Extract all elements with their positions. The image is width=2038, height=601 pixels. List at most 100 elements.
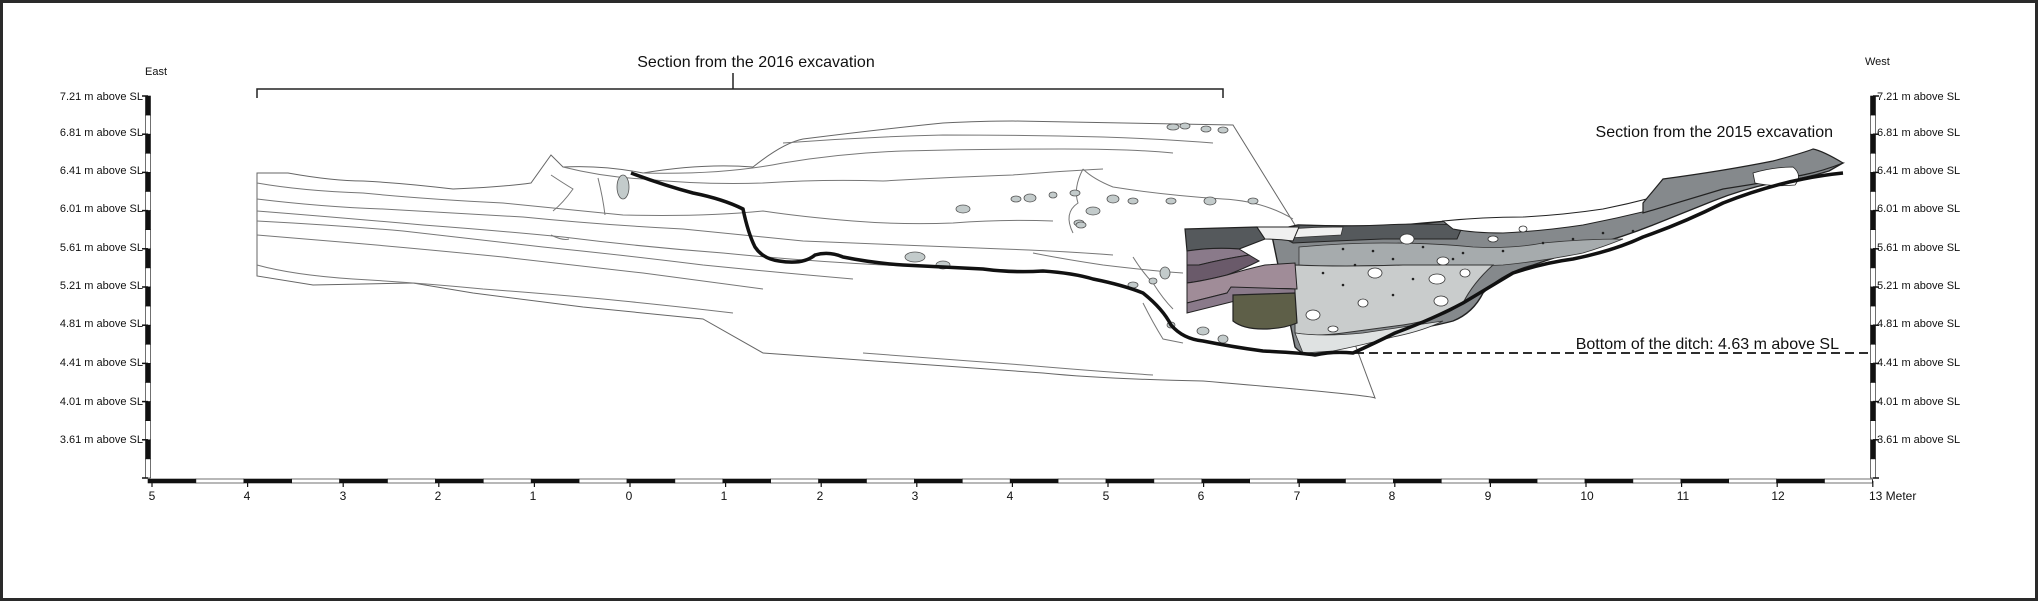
scale-segment <box>674 478 724 484</box>
excavation-section-drawing: East 7.21 m above SL 6.81 m above SL 6.4… <box>60 54 1960 503</box>
elevation-label-right: 7.21 m above SL <box>1877 91 1960 103</box>
scale-segment <box>1488 478 1538 484</box>
scale-segment <box>1870 248 1876 269</box>
scale-segment <box>722 478 771 484</box>
scale-segment <box>866 478 915 484</box>
elevation-label-right: 5.61 m above SL <box>1877 242 1960 254</box>
section-2015-profile <box>1184 148 1845 355</box>
meter-label: 2 <box>817 489 824 503</box>
scale-segment <box>435 478 484 484</box>
scale-segment <box>145 286 151 307</box>
meter-label: 13 Meter <box>1869 489 1916 503</box>
scale-segment <box>1345 478 1394 484</box>
scale-segment <box>1824 478 1873 484</box>
scale-segment <box>1870 191 1876 211</box>
scale-segment <box>1441 478 1490 484</box>
elevation-label-left: 4.01 m above SL <box>60 396 143 408</box>
scale-segment <box>770 478 819 484</box>
meter-label: 10 <box>1580 489 1594 503</box>
meter-scale: 5 4 3 2 1 0 1 2 3 4 5 6 7 8 9 10 11 12 1… <box>147 478 1916 503</box>
scale-segment <box>1536 478 1586 484</box>
meter-label: 0 <box>626 489 633 503</box>
meter-label: 11 <box>1677 489 1690 503</box>
scale-segment <box>1297 478 1346 484</box>
elevation-label-right: 4.41 m above SL <box>1877 357 1960 369</box>
meter-label: 5 <box>149 489 156 503</box>
elevation-label-right: 5.21 m above SL <box>1877 280 1960 292</box>
scale-segment <box>145 458 151 479</box>
elevation-label-left: 3.61 m above SL <box>60 434 143 446</box>
scale-segment <box>1870 95 1876 116</box>
scale-segment <box>387 478 436 484</box>
scale-segment <box>1870 458 1876 479</box>
scale-segment <box>145 95 151 116</box>
scale-segment <box>291 478 340 484</box>
meter-label: 6 <box>1198 489 1205 503</box>
scale-segment <box>145 343 151 364</box>
cut-line-2016 <box>630 171 1844 357</box>
elevation-label-left: 4.41 m above SL <box>60 357 143 369</box>
scale-segment <box>145 363 151 383</box>
meter-label: 1 <box>721 489 728 503</box>
scale-segment <box>145 114 151 135</box>
scale-segment <box>1870 133 1876 154</box>
scale-segment <box>1870 439 1876 460</box>
scale-segment <box>1009 478 1059 484</box>
scale-segment <box>1870 420 1876 441</box>
scale-segment <box>482 478 532 484</box>
scale-segment <box>1870 210 1876 231</box>
elevation-label-left: 6.81 m above SL <box>60 127 143 139</box>
scale-segment <box>339 478 388 484</box>
elevation-label-right: 6.01 m above SL <box>1877 203 1960 215</box>
ditch-bottom-label: Bottom of the ditch: 4.63 m above SL <box>1576 336 1839 353</box>
scale-segment <box>914 478 963 484</box>
elevation-label-right: 6.41 m above SL <box>1877 165 1960 177</box>
meter-label: 3 <box>912 489 919 503</box>
right-elevation-scale: West 7.21 m above SL 6.81 m above SL 6.4… <box>1865 56 1960 479</box>
scale-segment <box>145 133 151 154</box>
scale-segment <box>1870 343 1876 364</box>
scale-segment <box>1870 305 1876 326</box>
scale-segment <box>626 478 676 484</box>
elevation-label-left: 6.41 m above SL <box>60 165 143 177</box>
scale-segment <box>145 420 151 441</box>
elevation-label-left: 5.21 m above SL <box>60 280 143 292</box>
scale-segment <box>1870 401 1876 422</box>
scale-segment <box>1057 478 1107 484</box>
stones-2015 <box>1305 225 1528 333</box>
scale-segment <box>1870 172 1876 192</box>
scale-segment <box>818 478 867 484</box>
meter-label: 2 <box>435 489 442 503</box>
elevation-label-left: 7.21 m above SL <box>60 91 143 103</box>
scale-segment <box>578 478 628 484</box>
scale-segment <box>1249 478 1298 484</box>
scale-segment <box>1632 478 1682 484</box>
scale-segment <box>1153 478 1203 484</box>
scale-segment <box>195 478 245 484</box>
scale-segment <box>145 229 151 250</box>
scale-segment <box>145 191 151 211</box>
elevation-label-right: 6.81 m above SL <box>1877 127 1960 139</box>
scale-segment <box>1393 478 1442 484</box>
elevation-label-right: 3.61 m above SL <box>1877 434 1960 446</box>
scale-segment <box>145 153 151 173</box>
scale-segment <box>1201 478 1251 484</box>
scale-segment <box>1870 267 1876 288</box>
scale-segment <box>530 478 580 484</box>
scale-segment <box>145 305 151 326</box>
scale-segment <box>243 478 293 484</box>
scale-segment <box>145 172 151 192</box>
scale-segment <box>1870 286 1876 307</box>
scale-segment <box>1680 478 1730 484</box>
meter-label: 9 <box>1485 489 1492 503</box>
section-2016-label: Section from the 2016 excavation <box>637 54 874 71</box>
scale-segment <box>1870 229 1876 250</box>
scale-segment <box>1776 478 1825 484</box>
east-label: East <box>145 66 167 78</box>
scale-segment <box>1105 478 1155 484</box>
scale-segment <box>1870 153 1876 173</box>
scale-segment <box>145 248 151 269</box>
scale-segment <box>1870 363 1876 383</box>
stones-2016 <box>616 122 1259 344</box>
